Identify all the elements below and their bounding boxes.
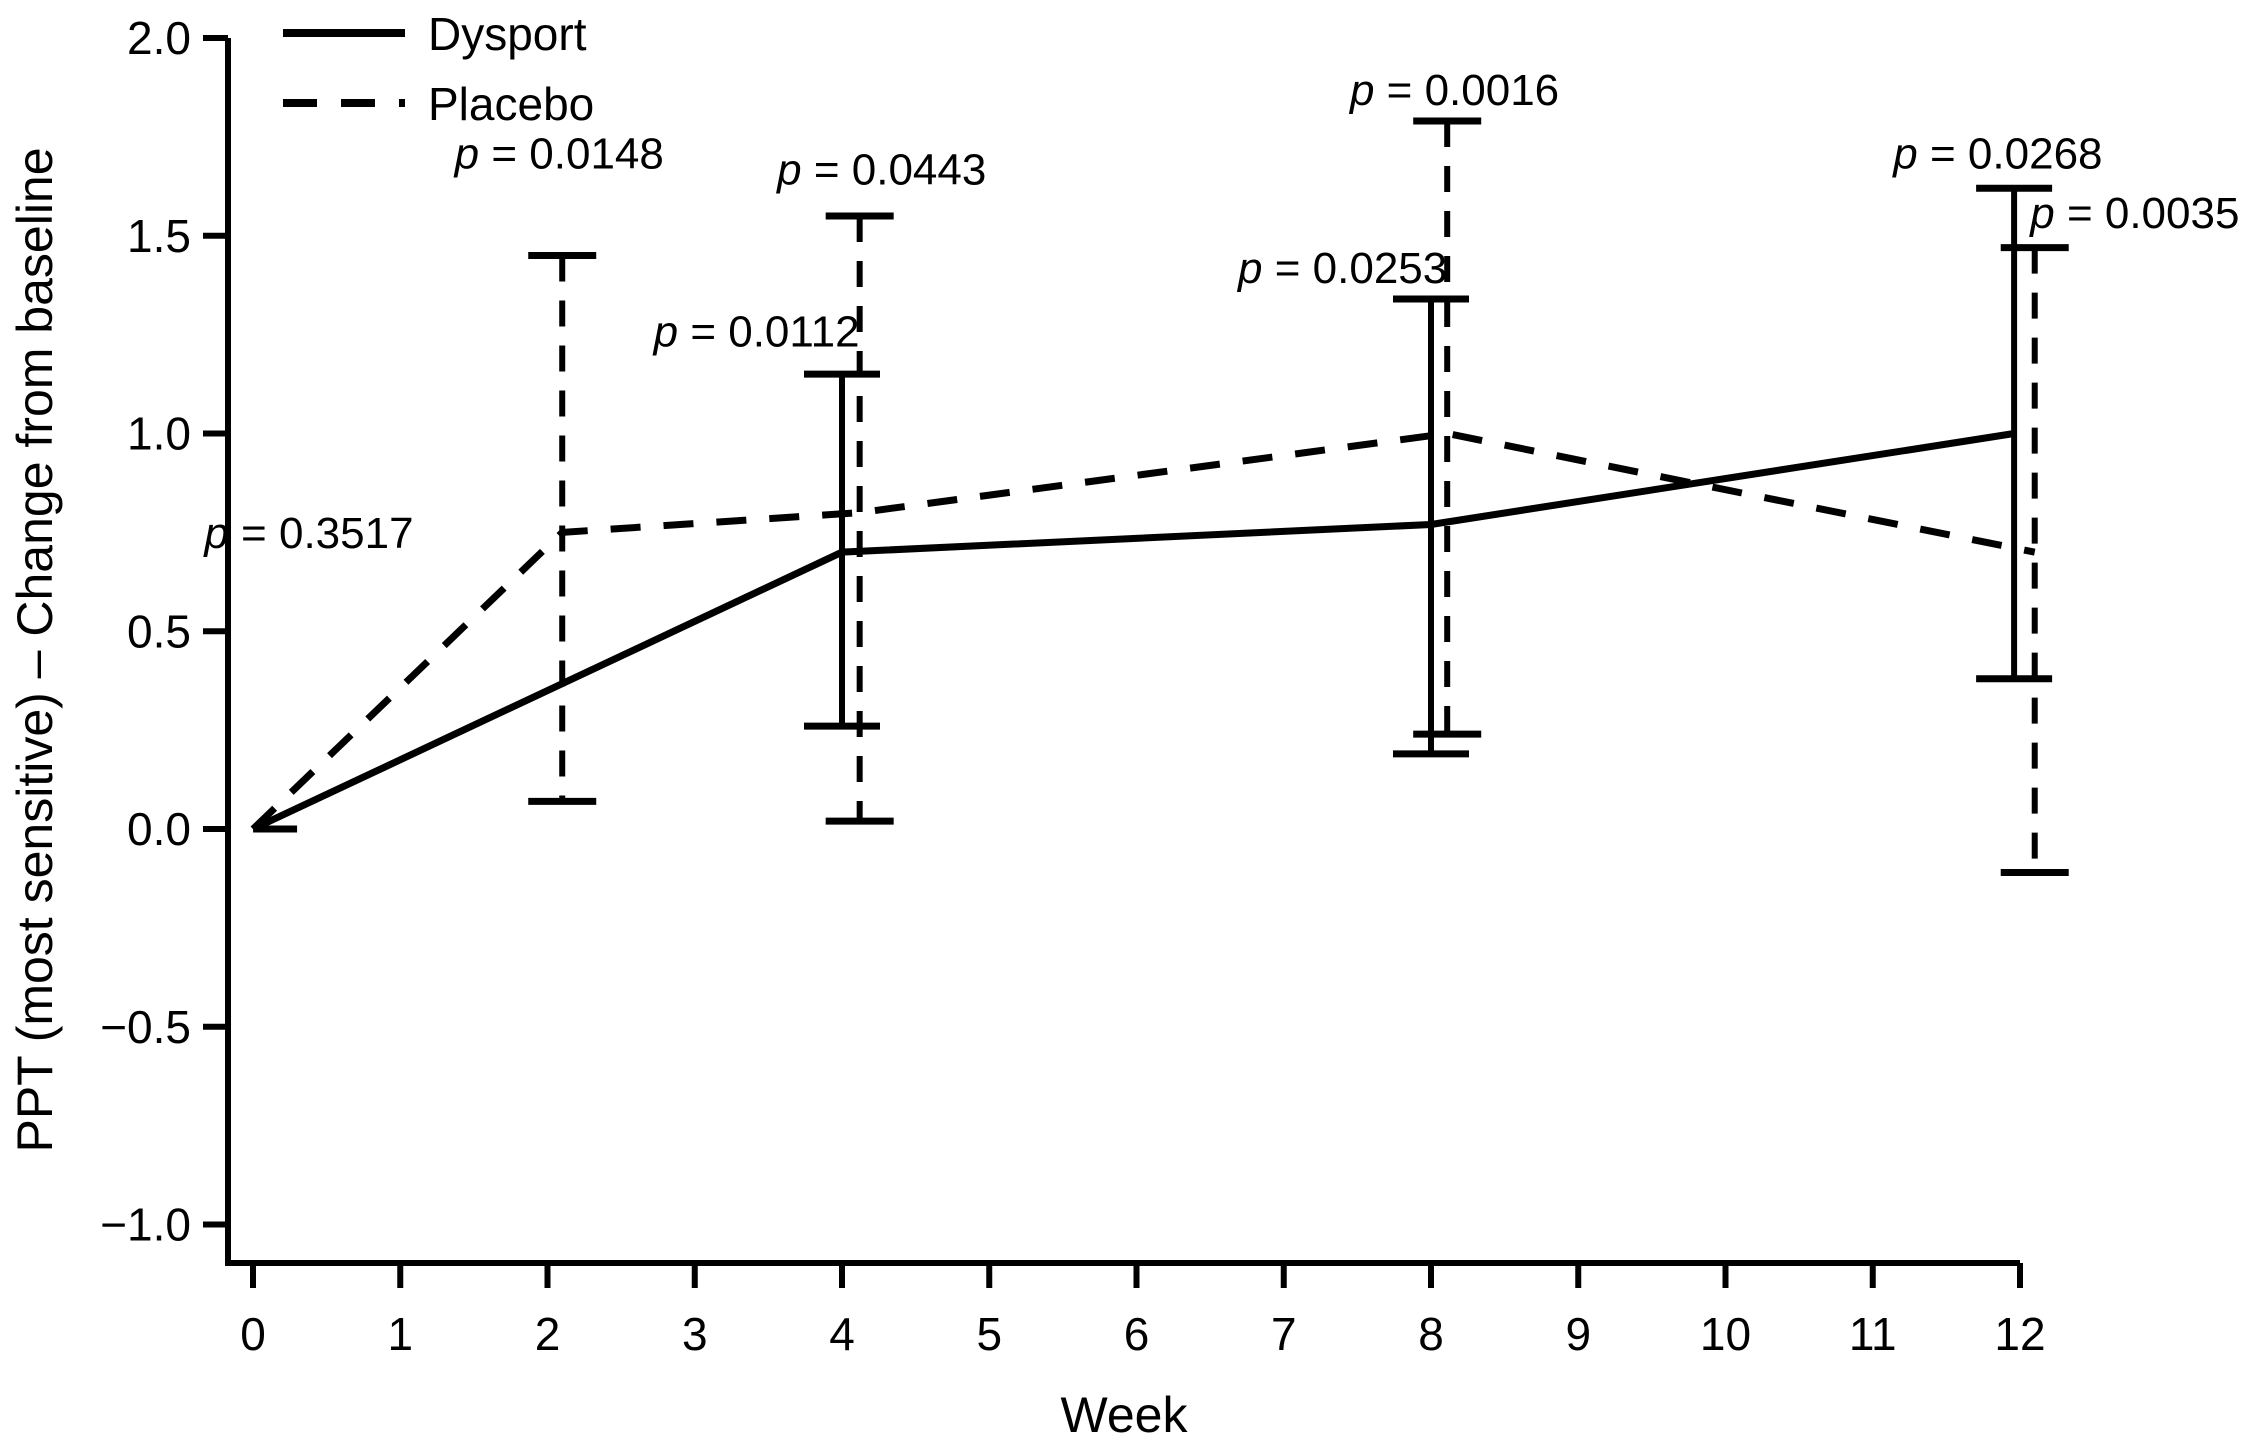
x-axis-tick-label: 10 [1700, 1308, 1751, 1360]
y-axis-tick-label: 1.0 [127, 408, 191, 460]
legend-placebo-label: Placebo [428, 78, 594, 130]
axes-layer: 2.01.51.00.50.0−0.5−1.00 1 2 3 4 5 6 7 8 9 10 11 12 [100, 12, 2045, 1360]
x-axis-tick-label: 9 [1565, 1308, 1591, 1360]
x-axis-tick-label: 12 [1994, 1308, 2045, 1360]
error-bar-placebo-week-4 [825, 212, 894, 825]
x-axis-tick-label: 4 [829, 1308, 855, 1360]
x-axis-tick-label: 2 [535, 1308, 561, 1360]
p-value-label: p = 0.0443 [775, 145, 986, 194]
x-axis-tick-label: 7 [1271, 1308, 1297, 1360]
series-line-placebo [250, 429, 2036, 832]
y-axis-tick-label: 0.5 [127, 605, 191, 657]
p-value-annotation-layer: p = 0.3517 p = 0.0148 p = 0.0112 p = 0.0443… [202, 66, 2239, 558]
error-bar-placebo-week-2 [528, 252, 597, 805]
error-bar-placebo-week-12 [2000, 244, 2069, 877]
x-axis-tick-label: 5 [976, 1308, 1002, 1360]
p-value-label: p = 0.3517 [202, 509, 413, 558]
x-axis-tick-label: 3 [682, 1308, 708, 1360]
series-layer [250, 117, 2069, 877]
p-value-label: p = 0.0016 [1348, 66, 1559, 115]
legend-dysport-label: Dysport [428, 8, 587, 60]
error-bar-dysport-week-8 [1393, 295, 1469, 758]
y-axis-tick-label: 2.0 [127, 12, 191, 64]
p-value-label: p = 0.0112 [652, 307, 860, 356]
y-axis-title: PPT (most sensitive) – Change from basel… [7, 147, 63, 1152]
p-value-label: p = 0.0148 [453, 130, 664, 179]
series-line-dysport [251, 430, 2015, 833]
x-axis-title: Week [1061, 1387, 1189, 1443]
p-value-label: p = 0.0268 [1891, 130, 2102, 179]
error-bar-dysport-week-4 [804, 370, 880, 730]
x-axis-tick-label: 0 [240, 1308, 266, 1360]
axis-frame [225, 38, 2020, 1266]
x-axis-tick-label: 11 [1849, 1308, 1897, 1360]
legend: Dysport Placebo [283, 8, 594, 130]
y-axis-tick-label: −0.5 [100, 1001, 191, 1053]
y-axis-tick-label: 0.0 [127, 803, 191, 855]
p-value-label: p = 0.0035 [2028, 189, 2239, 238]
y-axis-tick-label: −1.0 [100, 1199, 191, 1251]
p-value-label: p = 0.0253 [1236, 244, 1447, 293]
error-bar-placebo-week-8 [1413, 117, 1482, 738]
x-axis-tick-label: 8 [1418, 1308, 1444, 1360]
x-axis-tick-label: 6 [1124, 1308, 1150, 1360]
x-axis-tick-label: 1 [387, 1308, 413, 1360]
y-axis-tick-label: 1.5 [127, 210, 191, 262]
error-bar-dysport-week-12 [1976, 184, 2053, 683]
